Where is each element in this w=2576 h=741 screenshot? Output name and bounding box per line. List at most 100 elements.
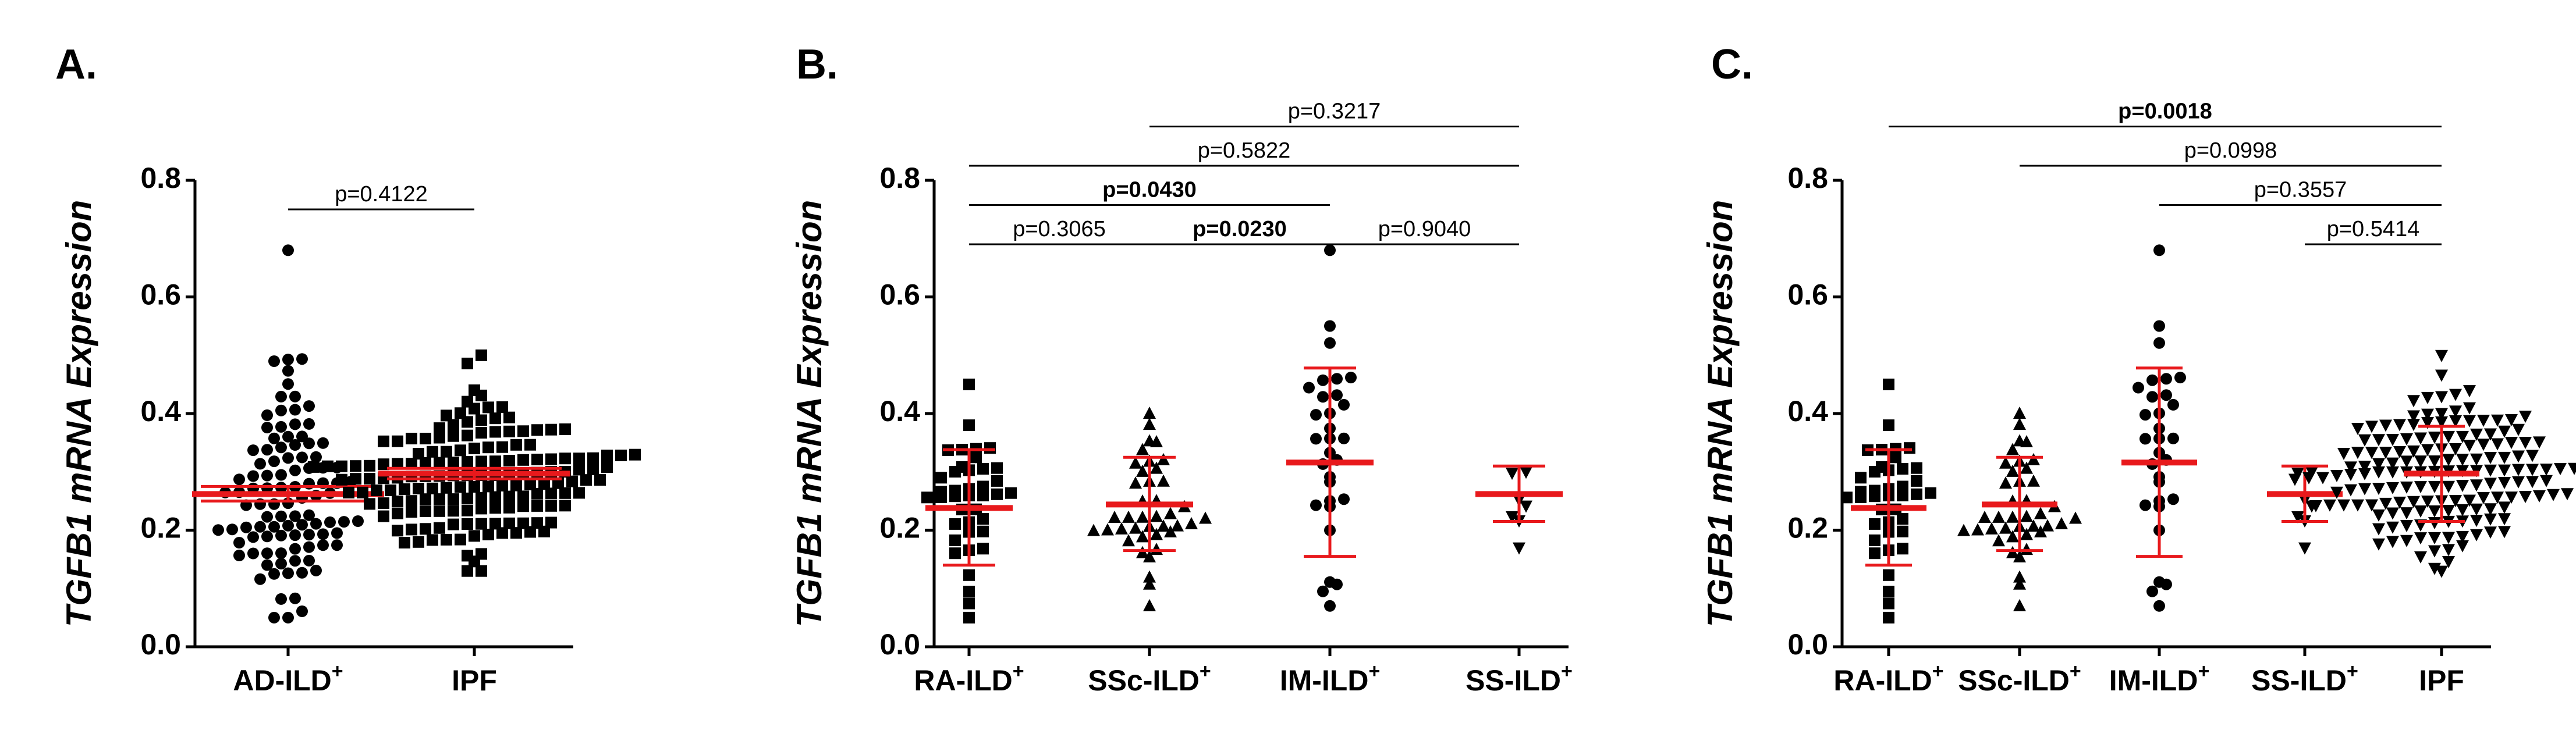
data-point [1855,472,1867,484]
data-point [289,543,301,555]
data-point [392,435,403,447]
data-point [2351,499,2364,512]
data-point [1841,491,1853,504]
data-point [406,433,417,444]
data-point [2456,530,2469,543]
data-point [963,378,975,390]
data-point [1143,418,1156,430]
data-point [2393,446,2406,458]
data-point [1115,522,1128,535]
data-point [441,446,452,458]
p-value-label: p=0.0018 [2118,99,2212,124]
data-point [2421,444,2434,457]
data-point [503,501,515,514]
data-point [289,510,301,522]
data-point [1345,372,1357,384]
data-point [1143,407,1156,419]
data-point [2435,416,2448,429]
data-point [2428,545,2441,558]
data-point [261,547,273,560]
data-point [2435,369,2448,382]
data-point [2505,414,2518,426]
data-point [2372,458,2385,471]
data-point [455,444,466,457]
data-point [364,498,375,510]
data-point [462,565,473,577]
data-point [2428,532,2441,544]
data-point [545,423,557,436]
data-point [2400,455,2413,468]
data-point [2540,464,2553,476]
y-axis-label: TGFB1 mRNA Expression [790,200,829,628]
data-point [2547,489,2560,501]
panel-label: A. [55,41,97,88]
data-point [434,493,445,505]
data-point [489,518,501,530]
data-point [2153,244,2165,256]
data-point [371,484,382,497]
data-point [1883,378,1894,390]
data-point [476,565,487,577]
data-point [594,474,606,486]
data-point [1890,451,1901,464]
data-point [2153,337,2165,349]
data-point [2498,464,2511,477]
data-point [935,491,947,503]
data-point [434,432,445,444]
data-point [2484,526,2497,539]
data-point [573,464,585,476]
data-point [949,534,961,546]
data-point [1129,521,1142,534]
data-point [1869,466,1880,478]
data-point [1897,543,1908,555]
x-tick-label: AD-ILD+ [233,660,343,697]
data-point [531,487,543,500]
data-point [503,490,515,503]
data-point [1331,578,1343,590]
data-point [469,402,480,415]
data-point [2400,433,2413,446]
data-point [476,518,487,530]
data-point [427,482,438,494]
data-point [496,480,508,491]
data-point [406,495,417,507]
data-point [378,458,389,471]
data-point [392,496,403,507]
data-point [580,474,592,486]
group-IM-ILD: IM-ILD+ [1280,244,1380,697]
data-point [2442,430,2455,443]
data-point [261,469,273,482]
data-point [1331,389,1343,401]
data-point [2386,507,2399,520]
data-point [2421,496,2434,508]
data-point [392,507,403,519]
data-point [963,611,975,624]
data-point [2146,585,2158,597]
data-point [2470,479,2483,492]
data-point [247,470,259,482]
data-point [921,491,933,504]
data-point [2470,428,2483,441]
data-point [545,487,557,500]
group-RA-ILD: RA-ILD+ [1833,378,1944,697]
data-point [538,525,550,537]
data-point [1129,476,1142,489]
data-point [212,524,224,536]
data-point [1171,519,1184,532]
data-point [268,432,280,444]
group-IPF: IPF [308,349,641,697]
p-value-label: p=0.5414 [2327,217,2420,241]
data-point [2013,407,2026,419]
data-point [434,457,445,469]
data-point [2421,416,2434,429]
data-point [510,439,522,451]
data-point [2372,483,2385,496]
data-point [2020,543,2033,555]
data-point [268,355,280,367]
data-point [268,455,280,468]
data-point [1303,382,1315,394]
data-point [2442,480,2455,493]
data-point [2498,501,2511,514]
data-point [531,454,543,465]
data-point [1883,419,1894,432]
